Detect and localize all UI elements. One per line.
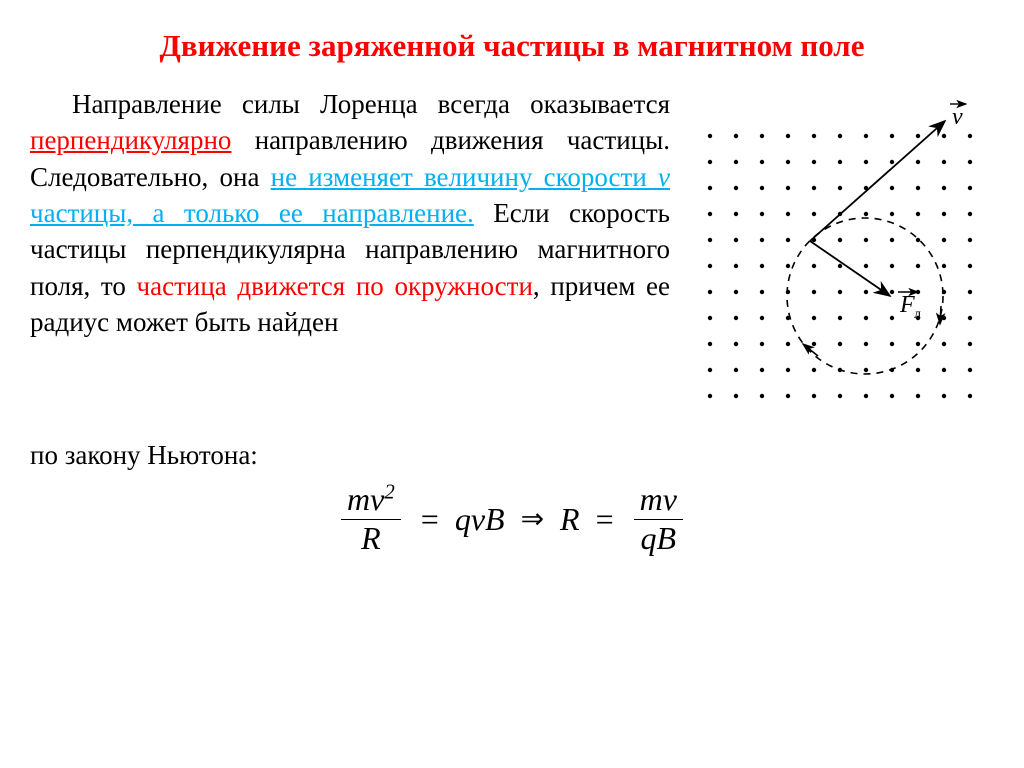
tangent-arrow-right (940, 306, 941, 324)
R: R (560, 501, 580, 538)
text-perpendicular: перпендикулярно (30, 125, 231, 155)
text-notchange2: частицы, а только ее направление. (30, 198, 474, 228)
svg-text:л: л (914, 307, 921, 322)
eq1: = (421, 501, 439, 538)
force-label: F л (898, 292, 921, 322)
rhs-den: qB (634, 520, 683, 556)
svg-text:F: F (899, 292, 915, 318)
text-newton: по закону Ньютона: (30, 437, 994, 473)
text-notchange: не изменяет величину скорости (271, 162, 658, 192)
formula: mv2 R = qvB ⇒ R = mv qB (30, 483, 994, 555)
mid: qvB (455, 501, 505, 538)
text-circle: частица движется по окружности (137, 271, 533, 301)
lhs-num: mv (347, 481, 384, 517)
page-title: Движение заряженной частицы в магнитном … (30, 28, 994, 64)
diagram-column: v F л (670, 86, 1010, 441)
lhs-sup: 2 (384, 480, 394, 503)
arrow: ⇒ (521, 502, 544, 536)
frac-rhs: mv qB (634, 483, 683, 555)
text-v-symbol: v (658, 162, 670, 192)
velocity-arrow (810, 121, 945, 241)
svg-text:v: v (952, 104, 963, 130)
text-column: Направление силы Лоренца всегда оказывае… (30, 86, 670, 341)
lhs-den: R (341, 520, 401, 556)
field-dots (708, 133, 972, 397)
eq2: = (596, 501, 614, 538)
velocity-label: v (950, 104, 966, 130)
rhs-num: mv (634, 483, 683, 520)
force-arrow (810, 241, 890, 296)
tangent-arrow-left (803, 344, 818, 356)
lorentz-diagram: v F л (690, 96, 1010, 436)
slide-container: Движение заряженной частицы в магнитном … (0, 0, 1024, 575)
content-row: Направление силы Лоренца всегда оказывае… (30, 86, 994, 441)
frac-lhs: mv2 R (341, 483, 401, 555)
text-intro: Направление силы Лоренца всегда оказывае… (72, 89, 670, 119)
